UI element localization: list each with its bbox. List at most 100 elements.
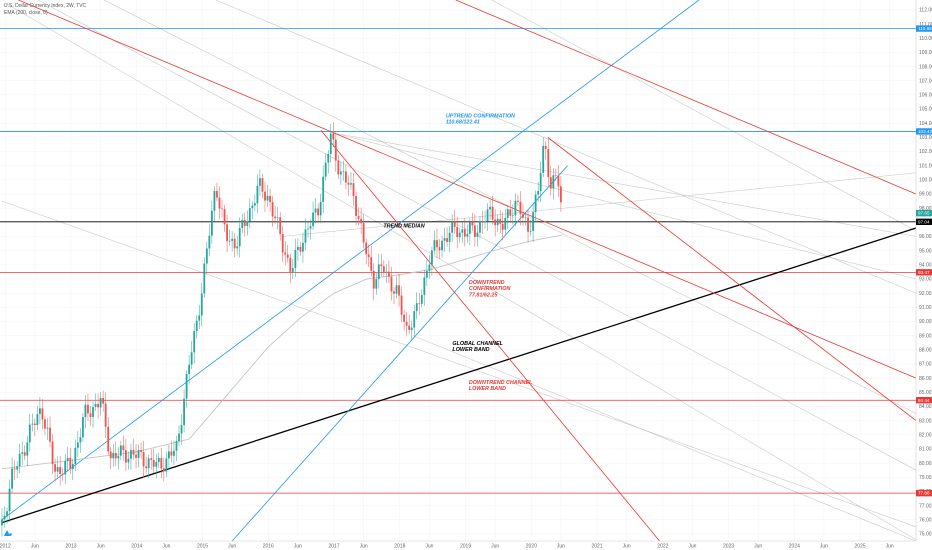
price-badge-label: 97.04 bbox=[918, 219, 930, 224]
candle bbox=[423, 277, 426, 295]
candle bbox=[350, 183, 352, 185]
candle bbox=[127, 458, 130, 463]
annotation-line: UPTREND CONFIRMATION bbox=[446, 114, 515, 120]
y-tick-label: 98.00 bbox=[919, 206, 932, 212]
candle bbox=[517, 200, 519, 202]
candle bbox=[547, 148, 550, 178]
annotation-text: DOWNTREND CHANNEL LOWER BAND bbox=[469, 380, 533, 392]
candle bbox=[119, 445, 122, 456]
y-tick-label: 110.00 bbox=[919, 36, 932, 42]
candle bbox=[23, 452, 26, 456]
candle bbox=[165, 458, 168, 472]
candle bbox=[448, 232, 451, 242]
candle bbox=[496, 218, 499, 226]
candle bbox=[274, 216, 277, 219]
x-tick-label: 2014 bbox=[131, 544, 142, 550]
annotation-text: TREND MEDIAN bbox=[383, 223, 424, 229]
grey-trend-line bbox=[333, 132, 917, 237]
candle bbox=[259, 178, 261, 186]
candle bbox=[44, 419, 46, 429]
y-tick-label: 108.00 bbox=[919, 64, 932, 70]
candle bbox=[76, 442, 79, 448]
candle bbox=[390, 276, 393, 292]
candle bbox=[431, 250, 433, 265]
x-tick-label: Jun bbox=[491, 544, 499, 550]
candle bbox=[377, 264, 380, 280]
x-tick-label: 2019 bbox=[460, 544, 471, 550]
x-tick-label: 2018 bbox=[394, 544, 405, 550]
candle bbox=[56, 467, 59, 472]
candle bbox=[173, 450, 175, 456]
price-badge bbox=[916, 209, 932, 217]
trend-line bbox=[547, 137, 917, 421]
candle bbox=[537, 190, 540, 195]
price-badge bbox=[916, 25, 932, 32]
candle bbox=[152, 459, 155, 467]
chart-legend: U.S. Dollar Currency Index, 2W, TVC EMA … bbox=[4, 3, 86, 17]
candle bbox=[87, 404, 89, 414]
candle bbox=[382, 266, 385, 272]
candle bbox=[324, 162, 327, 177]
y-tick-label: 94.00 bbox=[919, 263, 932, 269]
y-tick-label: 101.00 bbox=[919, 163, 932, 169]
price-badge-label: 84.44 bbox=[918, 398, 930, 403]
ema-line bbox=[1, 234, 563, 470]
candle bbox=[476, 232, 479, 237]
tv-logo-icon[interactable] bbox=[4, 530, 12, 536]
candle bbox=[157, 457, 160, 463]
candle bbox=[122, 445, 125, 451]
x-tick-label: 2016 bbox=[263, 544, 274, 550]
candle bbox=[246, 221, 249, 227]
candle bbox=[337, 160, 340, 175]
x-tick-label: Jun bbox=[820, 544, 828, 550]
grid-layer bbox=[0, 0, 916, 541]
x-tick-label: 2013 bbox=[65, 544, 76, 550]
candle bbox=[180, 425, 183, 434]
candle bbox=[484, 221, 486, 223]
grey-trend-line bbox=[412, 335, 917, 542]
candle bbox=[266, 195, 269, 201]
x-tick-label: 2022 bbox=[657, 544, 668, 550]
annotation-line: DOWNTREND bbox=[469, 280, 505, 286]
y-tick-label: 107.00 bbox=[919, 78, 932, 84]
candle bbox=[481, 221, 484, 223]
candle bbox=[342, 171, 345, 173]
y-tick-label: 86.00 bbox=[919, 376, 932, 382]
trend-line bbox=[1, 227, 917, 524]
candle bbox=[352, 183, 355, 197]
horizontal-levels bbox=[0, 28, 916, 494]
candle bbox=[28, 424, 31, 443]
grey-trend-line bbox=[333, 132, 917, 280]
price-badge bbox=[916, 397, 932, 404]
trend-line bbox=[320, 130, 660, 542]
candle bbox=[542, 145, 545, 173]
candle bbox=[99, 397, 102, 408]
candle bbox=[486, 209, 489, 222]
y-tick-label: 76.00 bbox=[919, 517, 932, 523]
candle bbox=[89, 413, 92, 417]
annotation-line: CONFIRMATION bbox=[469, 286, 511, 292]
candle bbox=[327, 153, 330, 163]
annotation-line: LOWER BAND bbox=[452, 347, 489, 353]
candle bbox=[466, 233, 469, 237]
candle bbox=[175, 441, 178, 451]
candle bbox=[534, 194, 537, 213]
candle bbox=[102, 397, 105, 404]
y-tick-label: 111.00 bbox=[919, 22, 932, 28]
candle bbox=[216, 190, 218, 198]
candle bbox=[97, 403, 99, 408]
annotation-line: 77.81/62.25 bbox=[469, 292, 498, 298]
candle bbox=[357, 216, 360, 219]
candle bbox=[26, 442, 29, 456]
candle bbox=[6, 511, 8, 516]
y-tick-label: 80.00 bbox=[919, 461, 932, 467]
candle bbox=[137, 450, 140, 458]
candle bbox=[208, 235, 211, 249]
candle bbox=[167, 451, 170, 459]
candle bbox=[420, 294, 423, 304]
candle bbox=[54, 464, 56, 472]
candle bbox=[554, 175, 557, 176]
